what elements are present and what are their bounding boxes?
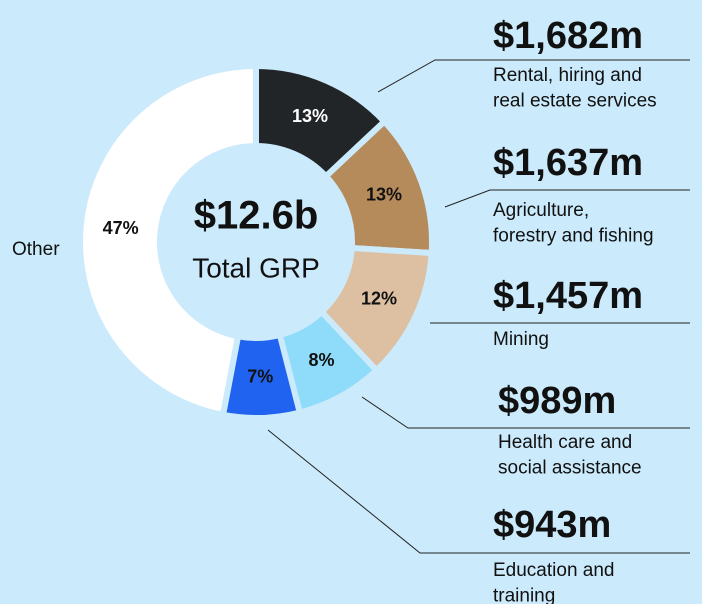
- category-label: forestry and fishing: [493, 226, 654, 247]
- center-label: Total GRP: [192, 252, 320, 283]
- percent-label: 7%: [247, 367, 273, 387]
- amount-label: $1,457m: [493, 275, 643, 317]
- amount-label: $1,637m: [493, 142, 643, 184]
- amount-label: $989m: [498, 380, 616, 422]
- percent-label: 13%: [292, 106, 328, 126]
- category-label: Mining: [493, 329, 549, 350]
- amount-label: $943m: [493, 504, 611, 546]
- category-label: Rental, hiring and: [493, 65, 642, 86]
- center-value: $12.6b: [194, 194, 319, 238]
- callout-line: [377, 59, 690, 93]
- category-label: Other: [12, 239, 60, 260]
- category-label: Agriculture,: [493, 200, 589, 221]
- percent-label: 12%: [361, 289, 397, 309]
- category-label: social assistance: [498, 458, 642, 479]
- callout-line: [444, 189, 690, 208]
- callout-line: [267, 429, 690, 554]
- category-label: Health care and: [498, 432, 632, 453]
- percent-label: 8%: [309, 350, 335, 370]
- amount-label: $1,682m: [493, 15, 643, 57]
- callout-line: [361, 396, 690, 429]
- percent-label: 13%: [366, 185, 402, 205]
- donut-segment: [77, 62, 259, 419]
- category-label: Education and: [493, 560, 615, 581]
- category-label: real estate services: [493, 91, 657, 112]
- percent-label: 47%: [103, 218, 139, 238]
- category-label: training: [493, 586, 555, 604]
